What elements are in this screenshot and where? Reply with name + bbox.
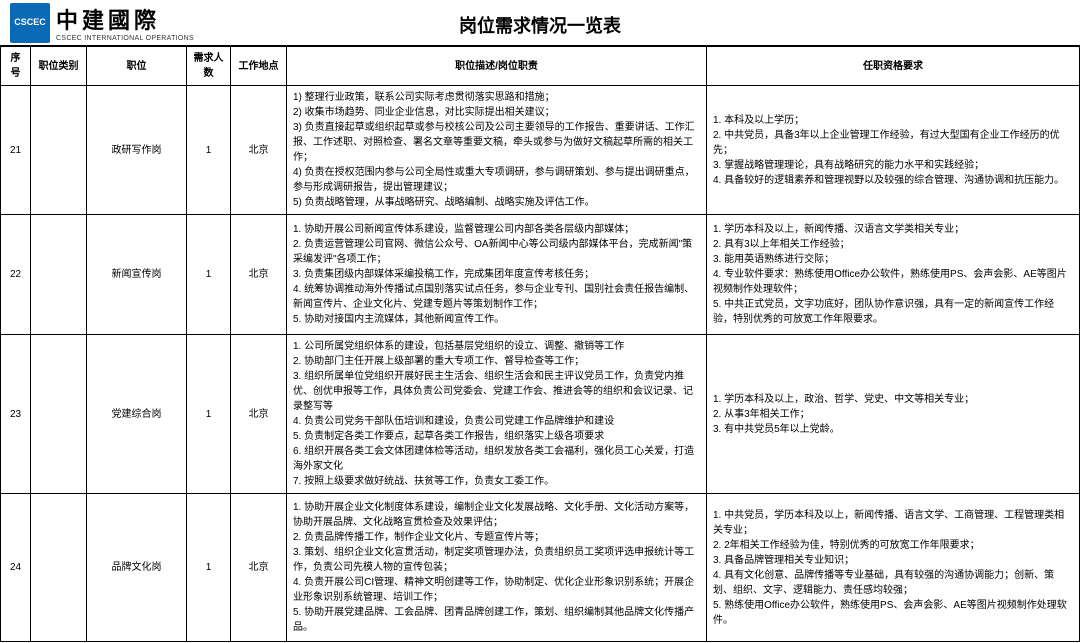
cell-position: 新闻宣传岗 xyxy=(87,215,187,335)
col-headcount: 需求人数 xyxy=(187,47,231,86)
cell-headcount: 1 xyxy=(187,86,231,215)
page-header: CSCEC 中建國際 CSCEC INTERNATIONAL OPERATION… xyxy=(0,0,1080,46)
cell-idx: 24 xyxy=(1,494,31,642)
logo-cn: 中建國際 xyxy=(56,3,194,35)
cell-category xyxy=(31,215,87,335)
cell-location: 北京 xyxy=(231,215,287,335)
cell-location: 北京 xyxy=(231,86,287,215)
table-row: 22 新闻宣传岗 1 北京 1. 协助开展公司新闻宣传体系建设，监督管理公司内部… xyxy=(1,215,1080,335)
cell-requirement: 1. 学历本科及以上，新闻传播、汉语言文学类相关专业； 2. 具有3以上年相关工… xyxy=(707,215,1080,335)
cell-location: 北京 xyxy=(231,335,287,494)
cell-requirement: 1. 中共党员，学历本科及以上，新闻传播、语言文学、工商管理、工程管理类相关专业… xyxy=(707,494,1080,642)
cell-requirement: 1. 本科及以上学历； 2. 中共党员，具备3年以上企业管理工作经验，有过大型国… xyxy=(707,86,1080,215)
cell-location: 北京 xyxy=(231,494,287,642)
table-row: 24 品牌文化岗 1 北京 1. 协助开展企业文化制度体系建设，编制企业文化发展… xyxy=(1,494,1080,642)
cell-category xyxy=(31,335,87,494)
cell-requirement: 1. 学历本科及以上，政治、哲学、党史、中文等相关专业； 2. 从事3年相关工作… xyxy=(707,335,1080,494)
page: CSCEC 中建國際 CSCEC INTERNATIONAL OPERATION… xyxy=(0,0,1080,642)
col-requirement: 任职资格要求 xyxy=(707,47,1080,86)
cell-description: 1) 整理行业政策，联系公司实际考虑贯彻落实思路和措施； 2) 收集市场趋势、同… xyxy=(287,86,707,215)
cell-description: 1. 协助开展公司新闻宣传体系建设，监督管理公司内部各类各层级内部媒体； 2. … xyxy=(287,215,707,335)
cell-idx: 22 xyxy=(1,215,31,335)
cell-headcount: 1 xyxy=(187,215,231,335)
col-location: 工作地点 xyxy=(231,47,287,86)
logo-en: CSCEC INTERNATIONAL OPERATIONS xyxy=(56,35,194,42)
cell-category xyxy=(31,494,87,642)
logo-text: 中建國際 CSCEC INTERNATIONAL OPERATIONS xyxy=(56,3,194,42)
cell-idx: 21 xyxy=(1,86,31,215)
cell-position: 党建综合岗 xyxy=(87,335,187,494)
col-position: 职位 xyxy=(87,47,187,86)
logo-mark-icon: CSCEC xyxy=(10,3,50,43)
cell-description: 1. 协助开展企业文化制度体系建设，编制企业文化发展战略、文化手册、文化活动方案… xyxy=(287,494,707,642)
cell-idx: 23 xyxy=(1,335,31,494)
cell-category xyxy=(31,86,87,215)
cell-headcount: 1 xyxy=(187,335,231,494)
col-idx: 序号 xyxy=(1,47,31,86)
table-row: 21 政研写作岗 1 北京 1) 整理行业政策，联系公司实际考虑贯彻落实思路和措… xyxy=(1,86,1080,215)
table-row: 23 党建综合岗 1 北京 1. 公司所属党组织体系的建设，包括基层党组织的设立… xyxy=(1,335,1080,494)
cell-headcount: 1 xyxy=(187,494,231,642)
logo-block: CSCEC 中建國際 CSCEC INTERNATIONAL OPERATION… xyxy=(10,3,194,43)
table-header-row: 序号 职位类别 职位 需求人数 工作地点 职位描述/岗位职责 任职资格要求 xyxy=(1,47,1080,86)
col-category: 职位类别 xyxy=(31,47,87,86)
col-description: 职位描述/岗位职责 xyxy=(287,47,707,86)
cell-position: 品牌文化岗 xyxy=(87,494,187,642)
jobs-table: 序号 职位类别 职位 需求人数 工作地点 职位描述/岗位职责 任职资格要求 21… xyxy=(0,46,1080,642)
cell-description: 1. 公司所属党组织体系的建设，包括基层党组织的设立、调整、撤销等工作 2. 协… xyxy=(287,335,707,494)
cell-position: 政研写作岗 xyxy=(87,86,187,215)
